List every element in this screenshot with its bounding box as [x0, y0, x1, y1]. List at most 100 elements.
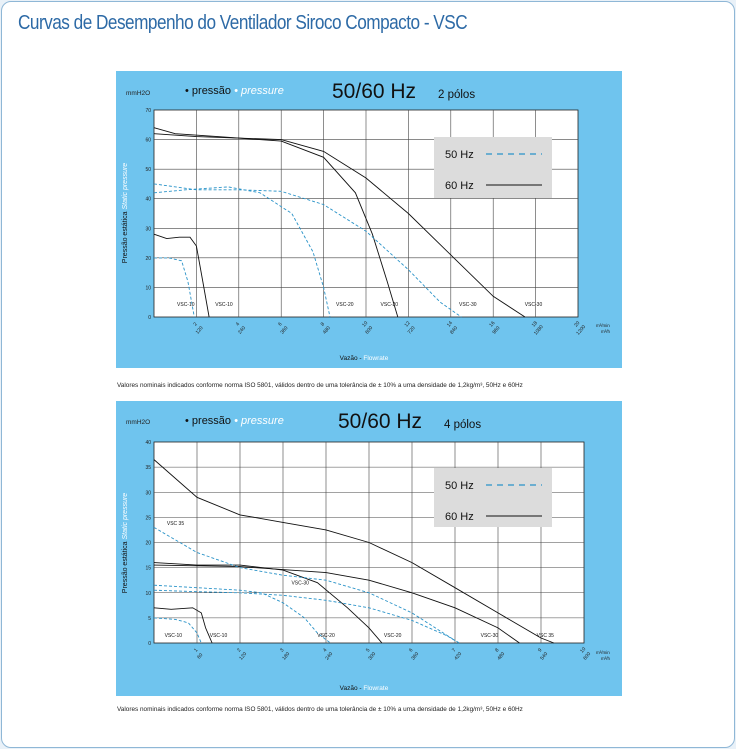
- series-vsc-35-60hz: [153, 459, 555, 644]
- curve-label: VSC-30: [481, 633, 499, 639]
- curve-label: VSC-20: [384, 633, 402, 639]
- x-tick-label-m3h: 600: [364, 325, 374, 335]
- curve-label: VSC-10: [177, 302, 195, 308]
- y-tick-label: 15: [145, 566, 151, 572]
- chart-1: 0102030405060702120424063608480106001272…: [116, 71, 622, 368]
- x-tick-label-m3h: 480: [322, 325, 332, 335]
- x-tick-label: 9: [537, 647, 544, 653]
- y-tick-label: 40: [145, 197, 151, 203]
- x-tick-label-m3h: 120: [195, 325, 205, 335]
- series-vsc-10-60hz: [153, 607, 213, 644]
- x-tick-label-m3h: 420: [453, 651, 463, 661]
- y-tick-label: 0: [148, 315, 151, 321]
- y-tick-label: 35: [145, 465, 151, 471]
- legend-label-0: 50 Hz: [445, 480, 474, 492]
- x-tick-label-m3h: 1080: [533, 324, 545, 337]
- legend-pressure: • pressão • pressure: [185, 415, 284, 427]
- x-tick-label: 4: [235, 321, 242, 327]
- x-tick-label-m3h: 360: [279, 325, 289, 335]
- x-tick-label: 12: [404, 320, 412, 328]
- x-tick-label-m3h: 360: [410, 651, 420, 661]
- x-unit-label-1: m³/min: [596, 650, 610, 655]
- footnote-chart-2: Valores nominais indicados conforme norm…: [117, 706, 523, 713]
- y-tick-label: 10: [145, 285, 151, 291]
- y-axis-label: Pressão estática Static pressure: [122, 493, 129, 593]
- y-tick-label: 20: [145, 541, 151, 547]
- legend-label-0: 50 Hz: [445, 149, 474, 161]
- y-tick-label: 30: [145, 490, 151, 496]
- y-axis-label: Pressão estática Static pressure: [122, 163, 129, 263]
- x-tick-label-m3h: 240: [237, 325, 247, 335]
- series-vsc-30-60hz: [153, 564, 520, 644]
- x-tick-label: 16: [488, 320, 496, 328]
- series-vsc-30-60hz: [153, 133, 526, 318]
- x-tick-label: 5: [365, 647, 372, 653]
- y-tick-label: 40: [145, 440, 151, 446]
- chart-title: 50/60 Hz: [338, 410, 422, 433]
- series-vsc-30-50hz: [153, 183, 462, 318]
- legend-box: [434, 137, 552, 198]
- series-vsc-20-60hz: [153, 562, 383, 644]
- curve-label: VSC-10: [210, 633, 228, 639]
- chart-2: 0510152025303540160212031804240530063607…: [116, 401, 622, 696]
- curve-label: VSC-30: [525, 302, 543, 308]
- curve-label: VSC 35: [167, 521, 184, 527]
- x-tick-label: 8: [320, 321, 327, 327]
- x-axis-label: Vazão - Flowrate: [340, 355, 389, 362]
- y-tick-label: 0: [148, 641, 151, 647]
- curve-label: VSC-20: [381, 302, 399, 308]
- curve-label: VSC-10: [215, 302, 233, 308]
- x-tick-label: 4: [322, 647, 329, 653]
- curve-label: VSC-30: [291, 581, 309, 587]
- legend-label-1: 60 Hz: [445, 180, 474, 192]
- x-unit-label-2: m³/h: [601, 656, 610, 661]
- y-tick-label: 30: [145, 226, 151, 232]
- x-tick-label-m3h: 1200: [575, 324, 587, 337]
- x-unit-label-1: m³/min: [596, 323, 610, 328]
- x-tick-label-m3h: 960: [491, 325, 501, 335]
- x-tick-label: 6: [277, 321, 284, 327]
- chart-subtitle: 4 pólos: [444, 419, 481, 431]
- x-tick-label-m3h: 60: [196, 652, 204, 660]
- series-vsc-20-50hz: [153, 186, 331, 318]
- x-tick-label: 20: [573, 320, 581, 328]
- x-tick-label-m3h: 480: [496, 651, 506, 661]
- y-tick-label: 25: [145, 515, 151, 521]
- legend-label-1: 60 Hz: [445, 511, 474, 523]
- y-unit-label: mmH2O: [126, 419, 150, 426]
- series-vsc-10-60hz: [153, 233, 210, 318]
- x-tick-label: 2: [236, 647, 243, 653]
- series-vsc-10-50hz: [153, 617, 202, 644]
- series-vsc-30-50hz: [153, 589, 460, 644]
- chart-subtitle: 2 pólos: [438, 89, 475, 101]
- x-tick-label: 8: [494, 647, 501, 653]
- x-tick-label-m3h: 180: [281, 651, 291, 661]
- series-vsc-20-60hz: [153, 127, 399, 318]
- y-tick-label: 70: [145, 108, 151, 114]
- x-tick-label-m3h: 300: [367, 651, 377, 661]
- curve-label: VSC-10: [165, 633, 183, 639]
- x-axis-label: Vazão - Flowrate: [340, 685, 389, 692]
- x-tick-label: 3: [279, 647, 286, 653]
- chart-title: 50/60 Hz: [332, 80, 416, 103]
- curve-label: VSC-30: [459, 302, 477, 308]
- x-tick-label: 1: [193, 647, 200, 653]
- x-tick-label: 6: [408, 647, 415, 653]
- x-unit-label-2: m³/h: [601, 329, 610, 334]
- x-tick-label-m3h: 840: [449, 325, 459, 335]
- x-tick-label-m3h: 240: [324, 651, 334, 661]
- footnote-chart-1: Valores nominais indicados conforme norm…: [117, 382, 523, 389]
- y-unit-label: mmH2O: [126, 90, 150, 97]
- y-tick-label: 60: [145, 138, 151, 144]
- x-tick-label-m3h: 720: [407, 325, 417, 335]
- x-tick-label: 10: [579, 646, 587, 654]
- y-tick-label: 50: [145, 167, 151, 173]
- x-tick-label-m3h: 120: [238, 651, 248, 661]
- x-tick-label: 10: [361, 320, 369, 328]
- y-tick-label: 5: [148, 616, 151, 622]
- x-tick-label: 2: [192, 321, 199, 327]
- curve-label: VSC-20: [317, 633, 335, 639]
- x-tick-label: 14: [446, 320, 454, 328]
- x-tick-label: 18: [531, 320, 539, 328]
